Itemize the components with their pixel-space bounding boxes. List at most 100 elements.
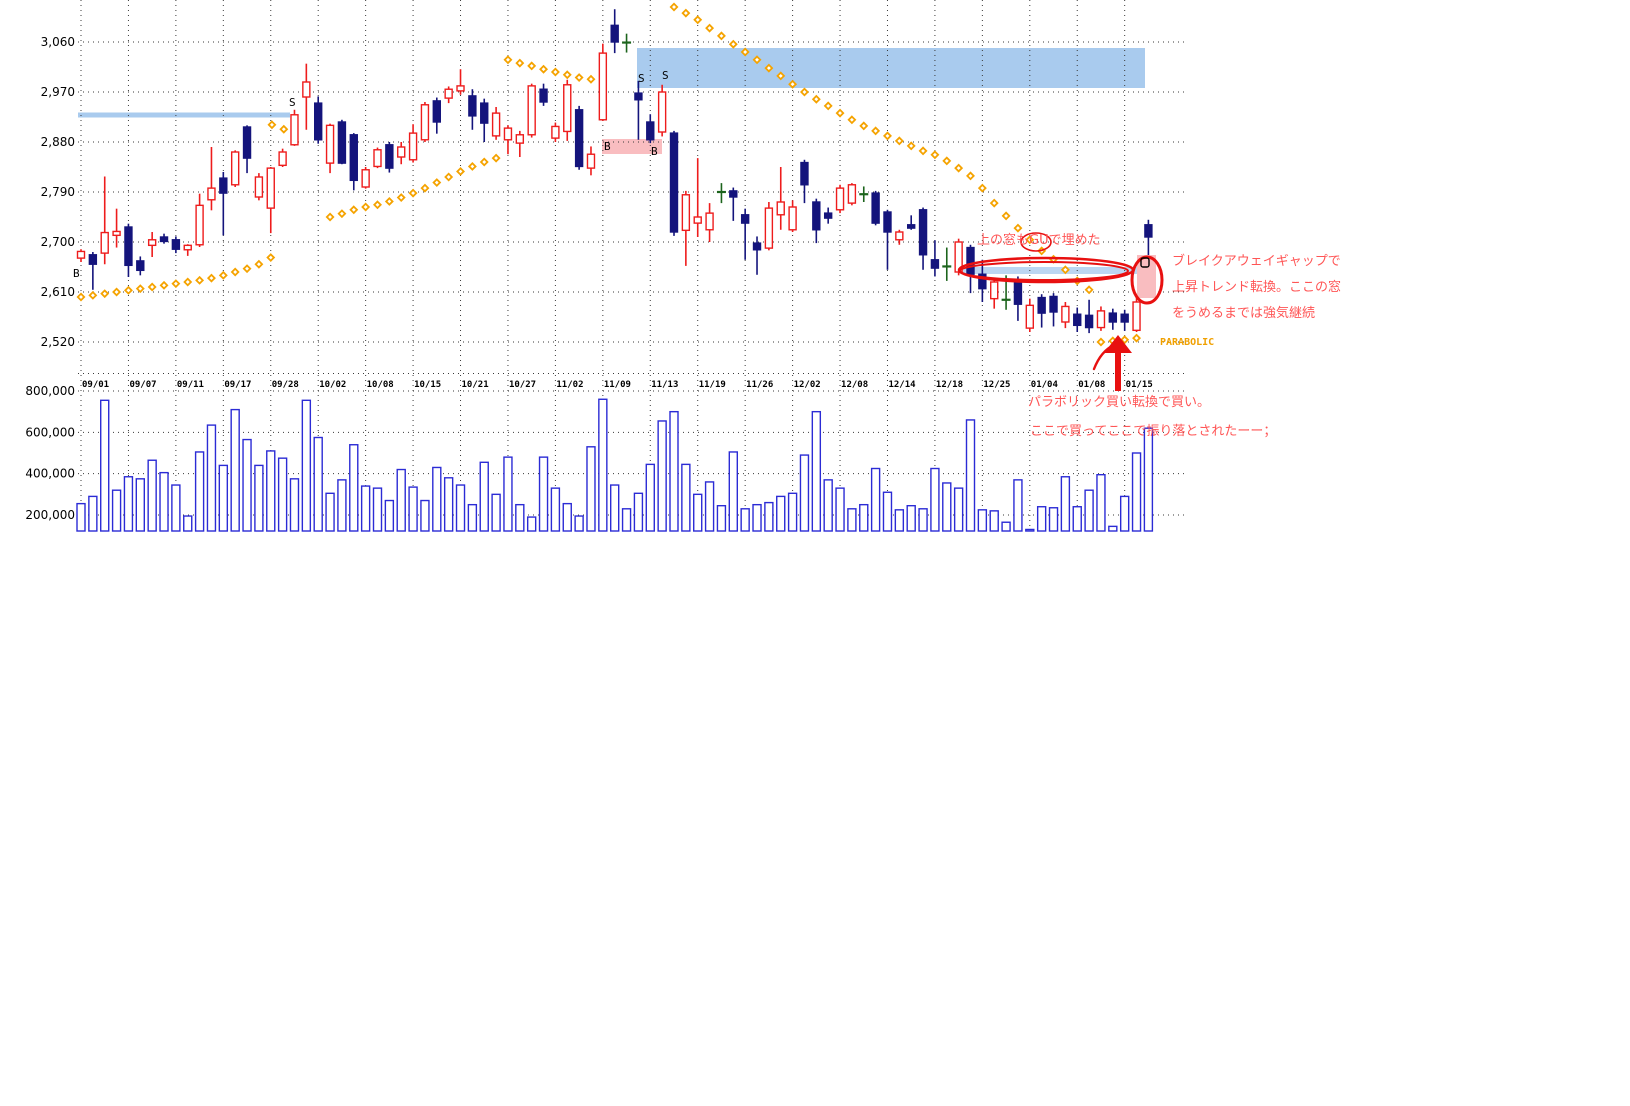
date-axis-label: 11/02 <box>556 380 583 390</box>
date-axis-label: 09/11 <box>177 380 204 390</box>
volume-bar <box>526 516 537 532</box>
volume-bar <box>384 499 395 532</box>
sar-dot <box>835 108 845 118</box>
sar-dot <box>752 55 762 65</box>
candle-body <box>1025 304 1035 329</box>
candle-body <box>361 169 370 188</box>
volume-bar <box>610 484 620 532</box>
volume-bar <box>171 484 181 532</box>
sar-dot <box>467 161 477 171</box>
annotation-parabolic-label: PARABOLIC <box>1160 337 1215 348</box>
sar-dot <box>859 121 869 131</box>
candle-body <box>515 134 525 144</box>
candle-body <box>669 132 679 233</box>
candle-body <box>646 121 655 141</box>
sar-dot <box>764 63 774 73</box>
volume-bar <box>716 505 727 532</box>
sar-dot <box>1084 285 1094 295</box>
candle-body <box>444 88 453 99</box>
candle-body <box>812 201 821 231</box>
volume-axis-label: 800,000 <box>25 384 75 398</box>
date-axis-label: 10/02 <box>319 380 346 390</box>
volume-bar <box>183 515 193 532</box>
volume-bar <box>787 492 798 532</box>
signal-marker-s: S <box>289 96 296 109</box>
sar-dot <box>123 285 133 295</box>
candle-body <box>147 239 157 247</box>
sar-dot <box>918 146 928 156</box>
volume-bar <box>301 399 312 532</box>
sar-dot <box>930 150 940 160</box>
volume-bar <box>1048 507 1059 532</box>
candle-body <box>195 204 204 246</box>
candle-body <box>610 24 619 43</box>
date-axis-label: 10/21 <box>462 380 489 390</box>
volume-bar <box>550 487 561 532</box>
candle-body <box>397 146 406 158</box>
sar-dot <box>1001 211 1011 221</box>
volume-bar <box>942 482 952 532</box>
lower-window-zone <box>602 139 662 154</box>
volume-bar <box>776 495 786 532</box>
sar-dot <box>942 156 952 166</box>
candle-body <box>1061 305 1070 323</box>
candle-body <box>823 212 833 219</box>
candle-body <box>1144 224 1153 238</box>
volume-bar <box>372 487 383 532</box>
sar-dot <box>112 287 122 297</box>
sar-dot <box>705 23 715 33</box>
candle-body <box>325 124 335 164</box>
sar-dot <box>811 94 821 104</box>
date-axis-label: 12/02 <box>794 380 821 390</box>
volume-bar <box>360 485 371 532</box>
sar-dot <box>230 267 240 277</box>
sar-dot <box>444 172 454 182</box>
volume-bar <box>1060 476 1071 532</box>
volume-bar <box>277 457 288 532</box>
volume-bar <box>538 456 549 532</box>
sar-dot <box>574 73 584 83</box>
volume-bar <box>823 479 833 532</box>
sar-dot <box>337 209 347 219</box>
date-axis-label: 11/13 <box>651 380 678 390</box>
candle-body <box>551 125 560 139</box>
candle-body <box>871 192 880 224</box>
candle-body <box>1120 313 1129 323</box>
candle-body <box>883 211 892 233</box>
sar-dot <box>894 136 904 146</box>
buy-arrow-shaft <box>1115 352 1121 391</box>
candle-body <box>1108 312 1118 323</box>
sar-dot <box>171 279 181 289</box>
sar-dot <box>100 289 110 299</box>
candle-body <box>574 109 584 168</box>
sar-dot <box>847 115 857 125</box>
volume-bar <box>918 508 928 532</box>
sar-dot <box>76 292 86 302</box>
candle-body <box>503 127 513 141</box>
candle-body <box>1132 301 1141 332</box>
volume-bar <box>1084 489 1094 532</box>
date-axis-label: 11/09 <box>604 380 631 390</box>
gap-top-square-marker <box>1140 257 1150 268</box>
volume-bar <box>633 492 644 532</box>
breakaway-gap-ellipse <box>1130 255 1164 305</box>
volume-bar <box>242 438 252 532</box>
candle-body <box>112 230 121 237</box>
volume-bar <box>894 509 905 532</box>
sar-dot <box>159 280 169 290</box>
sar-dot <box>361 202 371 212</box>
signal-marker-b: B <box>604 140 611 153</box>
candle-body <box>563 84 572 133</box>
volume-bar <box>76 502 86 532</box>
candle-body <box>847 184 857 204</box>
candle-body <box>290 114 299 146</box>
date-axis-label: 11/26 <box>746 380 773 390</box>
sar-dot <box>325 212 335 222</box>
sar-dot <box>206 273 216 283</box>
sar-dot <box>906 141 916 151</box>
volume-bar <box>728 451 738 532</box>
volume-bar <box>325 492 335 532</box>
sar-dot <box>88 290 98 300</box>
volume-bar <box>396 468 406 532</box>
candle-body <box>539 88 548 103</box>
